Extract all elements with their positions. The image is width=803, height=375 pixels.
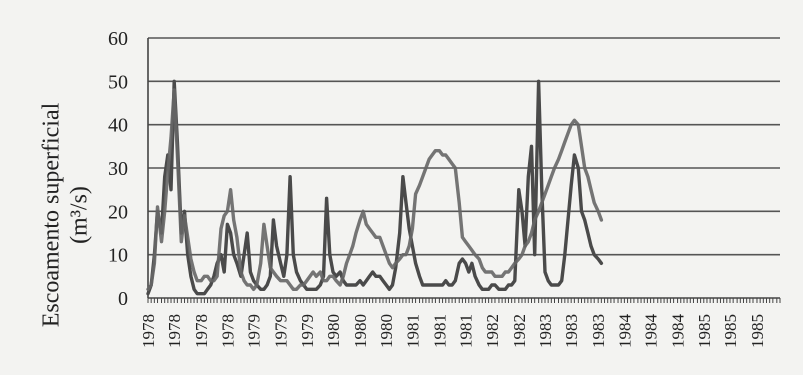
- x-tick-label: 1978: [192, 314, 211, 348]
- y-tick-label: 20: [108, 201, 128, 223]
- x-tick-label: 1978: [218, 314, 237, 348]
- series-line-2: [146, 88, 604, 291]
- y-tick-label: 10: [108, 245, 128, 267]
- y-tick-label: 0: [118, 288, 128, 310]
- x-tick-label: 1982: [510, 314, 529, 348]
- x-tick-label: 1985: [748, 314, 767, 348]
- x-tick-label: 1983: [589, 314, 608, 348]
- x-tick-label: 1978: [139, 314, 158, 348]
- y-tick-label: 50: [108, 71, 128, 93]
- x-tick-label: 1978: [165, 314, 184, 348]
- x-tick-label: 1981: [403, 314, 422, 348]
- series-line-1: [146, 79, 604, 296]
- x-tick-label: 1983: [562, 314, 581, 348]
- y-tick-label: 60: [108, 28, 128, 50]
- x-tick-label: 1984: [669, 314, 688, 349]
- x-tick-label: 1980: [324, 314, 343, 348]
- x-tick-label: 1979: [245, 314, 264, 348]
- x-tick-label: 1983: [536, 314, 555, 348]
- x-tick-label: 1981: [457, 314, 476, 348]
- x-tick-label: 1985: [721, 314, 740, 348]
- x-tick-label: 1979: [272, 314, 291, 348]
- y-tick-label: 30: [108, 158, 128, 180]
- x-tick-label: 1980: [351, 314, 370, 348]
- x-tick-label: 1982: [483, 314, 502, 348]
- x-tick-label: 1980: [377, 314, 396, 348]
- y-tick-label: 40: [108, 115, 128, 137]
- x-tick-label: 1981: [430, 314, 449, 348]
- x-tick-label: 1984: [642, 314, 661, 349]
- x-tick-label: 1979: [298, 314, 317, 348]
- x-tick-label: 1985: [695, 314, 714, 348]
- x-tick-label: 1984: [615, 314, 634, 349]
